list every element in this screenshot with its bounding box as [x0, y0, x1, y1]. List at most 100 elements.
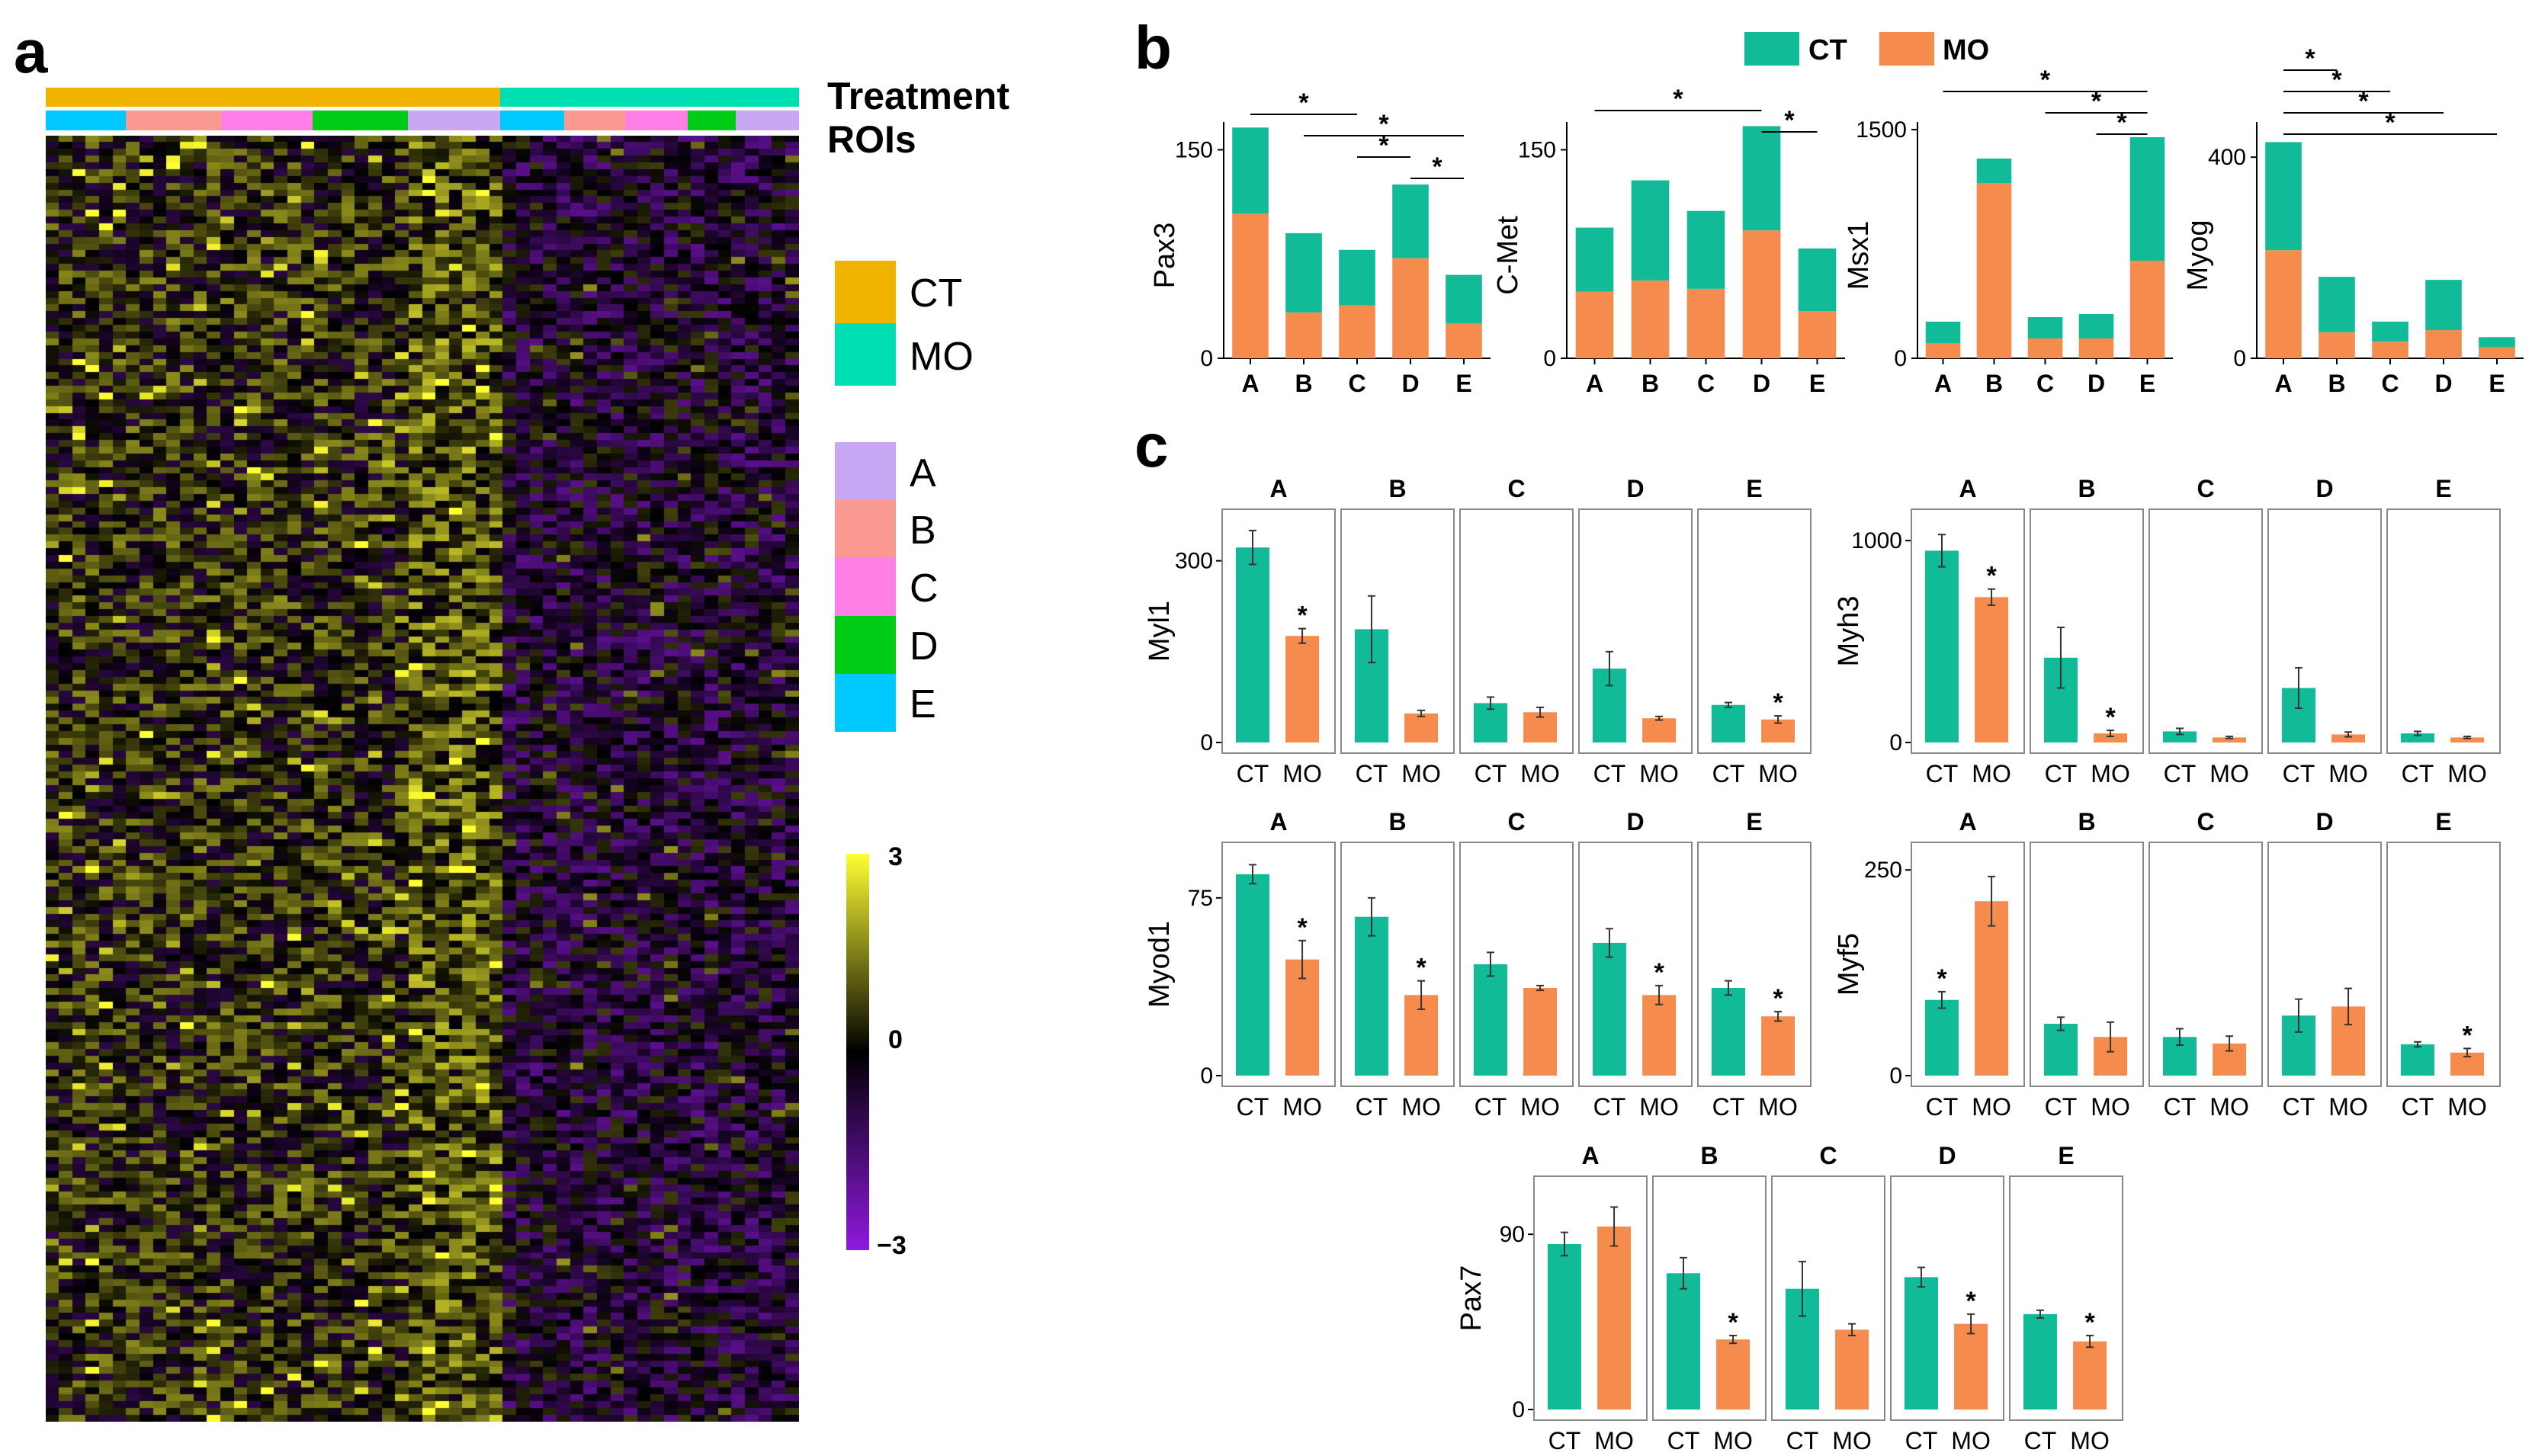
x-tick-label: MO: [1639, 1093, 1679, 1121]
significance-star: *: [1416, 954, 1426, 983]
x-tick-label: D: [2087, 370, 2105, 397]
x-tick-label: C: [2381, 370, 2399, 397]
facet-label: C: [2197, 475, 2214, 502]
x-tick-label: CT: [1786, 1427, 1819, 1454]
x-tick-label: C: [1697, 370, 1715, 397]
bar-ct-b: [1631, 180, 1670, 281]
facet-frame: [1771, 1175, 1885, 1421]
facet-label: A: [1269, 808, 1287, 835]
significance-star: *: [1773, 688, 1783, 717]
facet-label: A: [1269, 475, 1287, 502]
facet-frame: [1890, 1175, 2004, 1421]
heatmap: [46, 88, 799, 1422]
bar-ct: [2400, 1044, 2434, 1076]
x-tick-label: B: [1295, 370, 1312, 397]
bar-ct-a: [1575, 227, 1614, 292]
bar-mo-e: [2479, 347, 2515, 358]
bar-mo-e: [1798, 311, 1837, 358]
facet-label: E: [2058, 1142, 2074, 1169]
bar-ct: [1666, 1273, 1700, 1409]
bar-ct: [1473, 964, 1507, 1076]
legend-roi-e-label: E: [910, 682, 936, 726]
legend-roi-a-label: A: [910, 451, 936, 495]
significance-star: *: [1654, 958, 1664, 987]
facet-frame: [2267, 842, 2382, 1087]
bar-mo: [1642, 718, 1677, 742]
facet-frame: [1221, 508, 1336, 754]
roi-legend: A B C D E: [835, 442, 939, 732]
bar-mo-e: [2129, 261, 2165, 358]
bar-ct: [2400, 733, 2434, 742]
roi-bar-d: [688, 111, 736, 130]
significance-star: *: [1378, 131, 1389, 160]
legend-roi-a-swatch: [835, 442, 896, 500]
treatment-bar-ct: [46, 88, 500, 107]
x-tick-label: MO: [1713, 1427, 1753, 1454]
bar-mo: [1835, 1329, 1869, 1409]
y-tick-label: 0: [1889, 730, 1902, 755]
x-tick-label: A: [1241, 370, 1259, 397]
y-tick-label: 1500: [1856, 117, 1907, 143]
significance-star: *: [1728, 1308, 1738, 1337]
x-tick-label: MO: [2209, 760, 2249, 787]
scale-mid-label: 0: [888, 1025, 903, 1054]
bar-ct-e: [2129, 137, 2165, 261]
bar-mo-d: [1392, 258, 1429, 358]
facet-frame: [1340, 842, 1455, 1087]
bar-ct-d: [2078, 314, 2114, 338]
y-tick-label: 0: [1894, 346, 1907, 371]
y-tick-label: 0: [1543, 346, 1556, 371]
x-tick-label: A: [1934, 370, 1952, 397]
bar-ct-b: [1285, 233, 1322, 313]
bar-mo: [1523, 987, 1558, 1076]
roi-bar-b: [564, 111, 625, 130]
significance-star: *: [1673, 85, 1683, 114]
facet-label: B: [1700, 1142, 1718, 1169]
y-tick-label: 0: [1889, 1063, 1902, 1089]
x-tick-label: CT: [2045, 760, 2078, 787]
bar-mo: [1716, 1339, 1751, 1409]
facet-label: D: [1626, 475, 1644, 502]
x-tick-label: MO: [1520, 1093, 1560, 1121]
bar-mo-a: [1925, 343, 1961, 358]
y-tick-label: 150: [1518, 137, 1556, 162]
legend-b-ct-label: CT: [1808, 34, 1847, 66]
facet-frame: [1697, 842, 1812, 1087]
x-tick-label: CT: [1548, 1427, 1581, 1454]
facet-label: C: [1819, 1142, 1837, 1169]
x-tick-label: B: [1641, 370, 1659, 397]
significance-star: *: [1937, 964, 1947, 993]
treatment-legend: CT MO: [835, 261, 974, 386]
bar-mo: [1761, 1016, 1795, 1076]
significance-star: *: [2040, 66, 2051, 95]
x-tick-label: MO: [1951, 1427, 1991, 1454]
roi-bar-b: [126, 111, 221, 130]
y-tick-label: 300: [1175, 549, 1213, 574]
y-tick-label: 75: [1188, 886, 1213, 911]
bar-mo-e: [1446, 323, 1482, 358]
legend-ct-swatch: [835, 261, 896, 323]
bar-mo-c: [2372, 342, 2408, 358]
bar-mo-b: [1976, 183, 2012, 358]
y-axis-title: Myh3: [1833, 596, 1865, 667]
x-tick-label: CT: [2045, 1093, 2078, 1121]
x-tick-label: MO: [1520, 760, 1560, 787]
x-tick-label: MO: [2091, 760, 2130, 787]
significance-star: *: [2358, 87, 2369, 116]
y-tick-label: 90: [1500, 1222, 1525, 1247]
bar-mo: [2213, 737, 2247, 742]
facet-label: B: [1388, 475, 1406, 502]
significance-star: *: [1298, 88, 1309, 117]
heatmap-cells: [46, 136, 799, 1422]
treatment-bar-mo: [500, 88, 799, 107]
y-tick-label: 1000: [1851, 528, 1902, 553]
y-axis-title: Myl1: [1144, 601, 1176, 662]
facet-frame: [2030, 842, 2144, 1087]
bar-mo-d: [2425, 330, 2462, 358]
bar-ct: [1592, 942, 1626, 1076]
facet-frame: [1578, 842, 1693, 1087]
facet-label: E: [2435, 808, 2451, 835]
y-tick-label: 0: [2233, 346, 2246, 371]
